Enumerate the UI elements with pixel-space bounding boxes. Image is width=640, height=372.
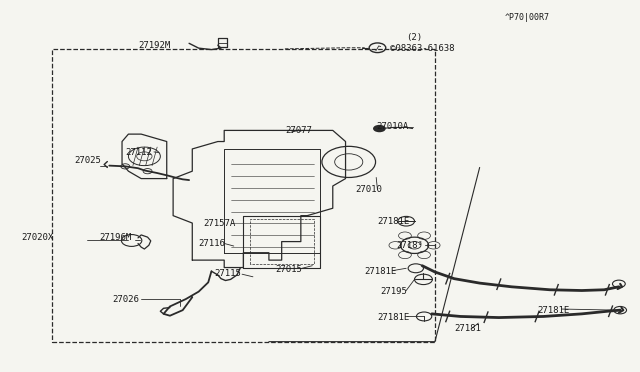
Text: 27192M: 27192M: [138, 41, 170, 50]
Text: 27157A: 27157A: [204, 219, 236, 228]
Text: 27181E: 27181E: [365, 267, 397, 276]
Text: 27025: 27025: [74, 155, 101, 164]
Text: 27181E: 27181E: [378, 217, 410, 226]
Text: 27026: 27026: [113, 295, 140, 304]
Text: 27010A: 27010A: [376, 122, 408, 131]
Text: 27181E: 27181E: [378, 313, 410, 322]
Text: 27195: 27195: [381, 287, 408, 296]
Text: 2718³: 2718³: [397, 241, 424, 250]
Text: 27115: 27115: [214, 269, 241, 278]
Text: 27116: 27116: [198, 239, 225, 248]
Text: 27181: 27181: [454, 324, 481, 333]
Text: 27112: 27112: [125, 148, 152, 157]
Text: 27196M: 27196M: [100, 233, 132, 243]
Text: ^P70|00R7: ^P70|00R7: [505, 13, 550, 22]
Text: 27181E: 27181E: [537, 306, 570, 315]
Circle shape: [373, 125, 386, 132]
Text: 27020X: 27020X: [22, 233, 54, 243]
Text: (2): (2): [406, 33, 422, 42]
Text: 27077: 27077: [285, 126, 312, 135]
Text: 27010: 27010: [355, 185, 382, 194]
Text: 27015: 27015: [275, 265, 302, 274]
Bar: [52, 49, 435, 341]
Text: ©08363-61638: ©08363-61638: [390, 44, 455, 53]
